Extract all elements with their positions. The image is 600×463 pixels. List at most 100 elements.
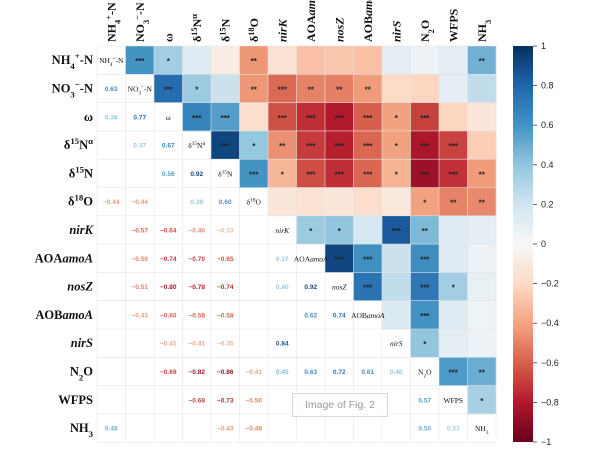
significance-stars: ***	[363, 142, 373, 151]
coefficient-label: −0.74	[160, 256, 177, 263]
significance-stars: ***	[363, 170, 373, 179]
heatmap-cell	[467, 300, 497, 330]
coefficient-label: 0.84	[276, 341, 289, 348]
heatmap-cell	[239, 159, 269, 188]
heatmap-cell	[325, 187, 354, 217]
axis-labels: NH4+-N NO3−-N ω δ15Nα δ15N δ18O nirK AOAamoA nos…	[35, 0, 493, 439]
coefficient-label: 0.62	[304, 312, 317, 319]
diagonal-label: AOBamoA	[351, 311, 385, 320]
significance-stars: ***	[278, 114, 288, 123]
row-label: AOBamoA	[35, 308, 93, 322]
row-label: nosZ	[67, 280, 93, 294]
column-label: δ15Nα	[189, 14, 204, 42]
colorbar-tick-label: −1	[541, 437, 551, 447]
heatmap-cell	[467, 159, 497, 188]
row-label: NH4+-N	[52, 51, 93, 71]
significance-stars: *	[281, 170, 285, 179]
coefficient-label: −0.78	[189, 284, 206, 291]
heatmap-cell	[268, 130, 297, 160]
coefficient-label: 0.48	[105, 426, 118, 433]
heatmap-cell	[382, 215, 411, 245]
significance-stars: ***	[449, 368, 459, 377]
significance-stars: **	[279, 142, 286, 151]
significance-stars: ***	[363, 114, 373, 123]
heatmap-cell	[410, 74, 440, 103]
significance-stars: **	[450, 199, 457, 208]
heatmap-grid	[96, 45, 497, 443]
coefficient-label: 0.39	[190, 199, 203, 206]
significance-stars: ***	[363, 284, 373, 293]
diagonal-label: NO3−-N	[128, 84, 153, 96]
heatmap-cell	[211, 74, 240, 103]
significance-stars: ***	[192, 114, 202, 123]
heatmap-cell	[325, 130, 354, 160]
heatmap-cell	[410, 102, 440, 132]
diagonal-label: WFPS	[443, 396, 463, 405]
coefficient-label: 0.63	[304, 369, 317, 376]
coefficient-label: −0.44	[103, 199, 120, 206]
heatmap-cell	[353, 272, 383, 301]
heatmap-cell	[467, 215, 497, 245]
diagonal-label: N2O	[418, 367, 432, 379]
significance-stars: **	[308, 85, 315, 94]
heatmap-cell	[296, 74, 326, 103]
heatmap-cell	[467, 329, 497, 358]
column-label: ω	[161, 33, 175, 42]
significance-stars: *	[480, 397, 484, 406]
significance-stars: **	[251, 85, 258, 94]
heatmap-cell	[268, 102, 297, 132]
heatmap-cell	[353, 244, 383, 273]
coefficient-label: 0.92	[190, 171, 203, 178]
heatmap-cell	[353, 46, 383, 75]
column-label: nosZ	[332, 17, 346, 42]
heatmap-cell	[268, 159, 297, 188]
colorbar-tick-label: −0.6	[541, 358, 559, 368]
significance-stars: ***	[306, 170, 316, 179]
heatmap-cell	[296, 102, 326, 132]
significance-stars: ***	[363, 255, 373, 264]
colorbar-gradient	[513, 46, 533, 442]
heatmap-cell	[439, 130, 468, 160]
significance-stars: *	[395, 170, 399, 179]
significance-stars: ***	[164, 85, 174, 94]
significance-stars: **	[479, 170, 486, 179]
significance-stars: ***	[420, 255, 430, 264]
row-label: AOAamoA	[35, 251, 93, 265]
coefficient-label: −0.73	[217, 397, 234, 404]
significance-stars: *	[452, 284, 456, 293]
coefficient-label: −0.58	[189, 312, 206, 319]
coefficient-label: −0.35	[217, 341, 234, 348]
row-label: δ15Nα	[64, 136, 93, 152]
coefficient-label: −0.58	[217, 312, 234, 319]
heatmap-cell	[410, 329, 440, 358]
coefficient-label: 0.56	[162, 171, 175, 178]
significance-stars: **	[422, 227, 429, 236]
heatmap-cell	[382, 74, 411, 103]
row-label: NO3−-N	[52, 79, 93, 99]
significance-stars: ***	[335, 114, 345, 123]
row-label: ω	[84, 110, 93, 124]
diagonal-label: AOAamoA	[294, 254, 328, 263]
heatmap-cell	[410, 46, 440, 75]
colorbar-tick-label: −0.8	[541, 397, 559, 407]
heatmap-cell	[296, 215, 326, 245]
heatmap-cell	[268, 46, 297, 75]
heatmap-cell	[382, 187, 411, 217]
column-label: δ18O	[246, 18, 261, 42]
coefficient-label: 0.60	[219, 199, 232, 206]
coefficient-label: 0.40	[390, 369, 403, 376]
significance-stars: ***	[392, 227, 402, 236]
significance-stars: **	[479, 57, 486, 66]
colorbar-tick-label: −0.2	[541, 279, 559, 289]
coefficient-label: −0.60	[160, 312, 177, 319]
heatmap-cell	[154, 46, 183, 75]
significance-stars: ***	[306, 142, 316, 151]
significance-stars: ***	[420, 114, 430, 123]
heatmap-cell	[325, 244, 354, 273]
coefficient-label: 0.45	[276, 369, 289, 376]
heatmap-cell	[353, 102, 383, 132]
heatmap-cell	[325, 102, 354, 132]
heatmap-cell	[211, 46, 240, 75]
row-label: nirS	[71, 336, 93, 350]
